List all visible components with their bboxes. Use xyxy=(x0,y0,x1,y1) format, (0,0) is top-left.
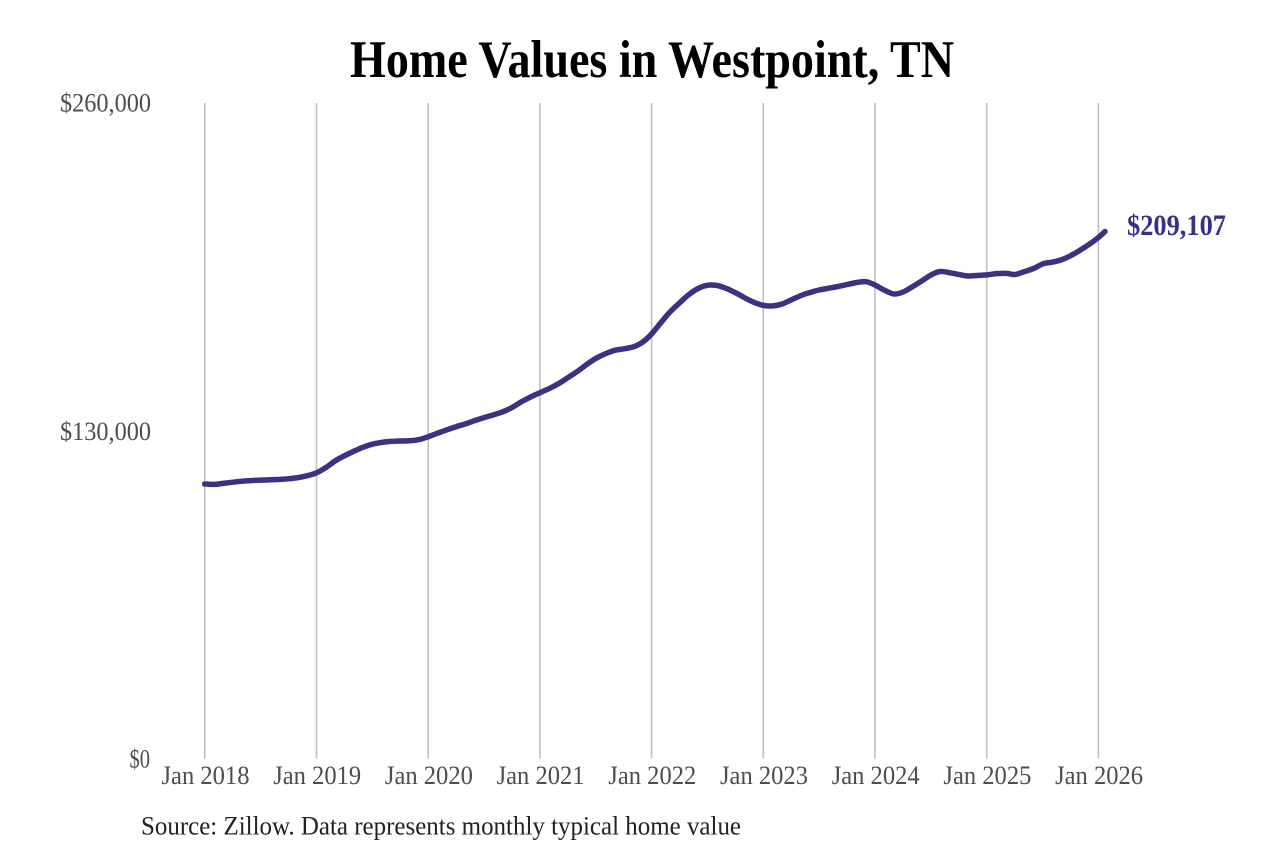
svg-text:Source: Zillow. Data represent: Source: Zillow. Data represents monthly … xyxy=(141,812,741,841)
svg-text:Jan 2020: Jan 2020 xyxy=(385,761,473,790)
svg-text:$130,000: $130,000 xyxy=(60,417,151,446)
svg-text:Home Values in Westpoint, TN: Home Values in Westpoint, TN xyxy=(350,31,954,89)
svg-text:Jan 2025: Jan 2025 xyxy=(943,761,1031,790)
svg-text:Jan 2024: Jan 2024 xyxy=(832,761,920,790)
svg-text:Jan 2019: Jan 2019 xyxy=(273,761,361,790)
svg-text:$209,107: $209,107 xyxy=(1127,209,1226,242)
svg-text:Jan 2021: Jan 2021 xyxy=(497,761,585,790)
svg-text:Jan 2026: Jan 2026 xyxy=(1055,761,1143,790)
svg-text:$0: $0 xyxy=(130,745,151,774)
svg-text:Jan 2018: Jan 2018 xyxy=(162,761,250,790)
svg-text:Jan 2023: Jan 2023 xyxy=(720,761,808,790)
svg-text:Jan 2022: Jan 2022 xyxy=(608,761,696,790)
svg-text:$260,000: $260,000 xyxy=(60,89,151,118)
